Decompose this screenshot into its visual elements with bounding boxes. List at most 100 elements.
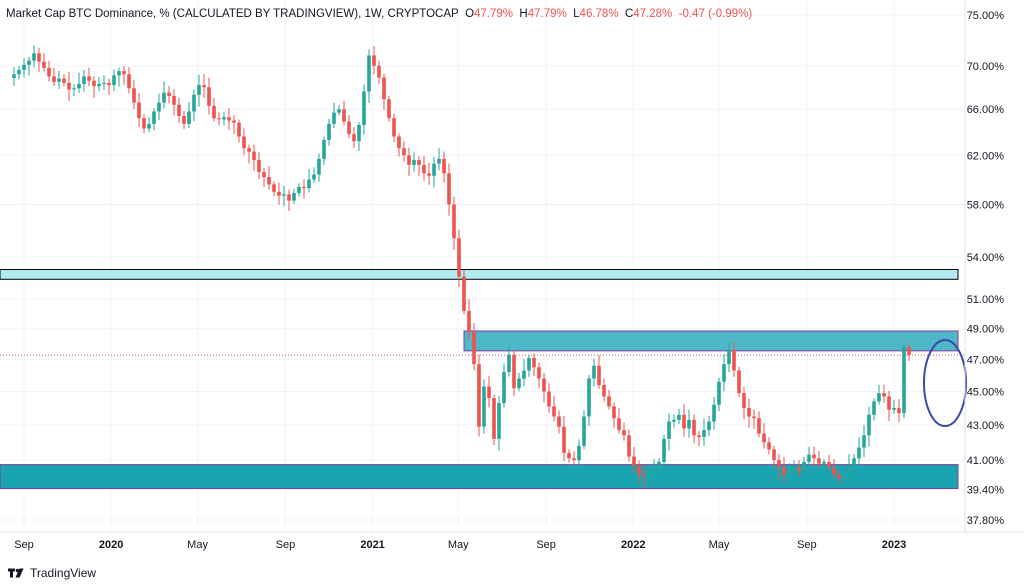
candle-body xyxy=(837,474,841,479)
x-tick-label: Sep xyxy=(14,539,34,551)
candle-body xyxy=(312,174,316,180)
candle-body xyxy=(682,414,686,429)
legend-open-value: 47.79% xyxy=(474,8,514,20)
x-tick-label: Sep xyxy=(536,539,556,551)
candle-body xyxy=(607,396,611,407)
candle-body xyxy=(77,83,81,89)
candle-body xyxy=(372,55,376,66)
brand-label: TradingView xyxy=(30,566,97,580)
legend-low-value: 46.78% xyxy=(579,8,619,20)
candle-body xyxy=(137,102,141,119)
candle-body xyxy=(357,125,361,142)
candle-body xyxy=(882,393,886,397)
tradingview-branding[interactable]: TradingView xyxy=(8,566,96,580)
candle-body xyxy=(217,118,221,120)
candle-body xyxy=(67,82,71,90)
zone-2 xyxy=(0,464,959,490)
candle-body xyxy=(302,186,306,189)
candle-body xyxy=(602,384,606,397)
candle-body xyxy=(42,61,46,68)
y-tick-label: 66.00% xyxy=(967,104,1005,116)
candle-body xyxy=(47,67,51,77)
y-tick-label: 37.80% xyxy=(967,515,1005,527)
x-tick-label: Sep xyxy=(797,539,817,551)
candle-body xyxy=(402,148,406,156)
zone-0 xyxy=(0,269,959,280)
candle-body xyxy=(327,123,331,141)
candle-body xyxy=(427,173,431,176)
y-tick-label: 43.00% xyxy=(967,420,1005,432)
candle-body xyxy=(182,115,186,124)
candle-body xyxy=(117,71,121,76)
candle-body xyxy=(392,118,396,137)
legend-change: -0.47 (-0.99%) xyxy=(678,8,753,20)
candle-body xyxy=(457,238,461,277)
candle-body xyxy=(787,470,791,475)
candle-body xyxy=(892,408,896,410)
candle-body xyxy=(852,458,856,466)
candle-body xyxy=(72,88,76,90)
y-tick-label: 47.00% xyxy=(967,354,1005,366)
x-tick-label: May xyxy=(709,539,730,551)
candle-body xyxy=(332,112,336,124)
y-tick-label: 45.00% xyxy=(967,386,1005,398)
candle-body xyxy=(497,403,501,439)
x-tick-label: Sep xyxy=(276,539,296,551)
candle-body xyxy=(657,461,661,470)
candle-body xyxy=(57,78,61,82)
legend-close-label: C xyxy=(624,8,634,20)
candle-body xyxy=(27,60,31,65)
candle-body xyxy=(622,430,626,436)
candle-body xyxy=(877,393,881,402)
candle-body xyxy=(297,186,301,194)
candle-body xyxy=(717,381,721,405)
candle-body xyxy=(902,347,906,414)
candle-body xyxy=(342,109,346,122)
candle-body xyxy=(552,406,556,417)
legend-close-value: 47.28% xyxy=(633,8,673,20)
candle-body xyxy=(537,367,541,379)
candle-body xyxy=(417,160,421,165)
candle-body xyxy=(642,474,646,477)
candle-body xyxy=(142,118,146,129)
legend-low-label: L xyxy=(573,8,580,20)
candle-body xyxy=(442,158,446,174)
candle-body xyxy=(22,64,26,71)
candle-body xyxy=(822,461,826,464)
candle-body xyxy=(687,419,691,429)
candle-body xyxy=(167,92,171,96)
candle-body xyxy=(172,95,176,105)
candle-body xyxy=(827,461,831,468)
candle-body xyxy=(662,438,666,462)
candle-body xyxy=(867,414,871,436)
y-tick-label: 75.00% xyxy=(967,10,1005,22)
candle-body xyxy=(802,461,806,471)
x-tick-label: 2023 xyxy=(882,539,906,551)
candle-body xyxy=(652,469,656,471)
candle-body xyxy=(592,365,596,379)
candle-body xyxy=(737,370,741,394)
candle-body xyxy=(37,53,41,62)
y-tick-label: 39.40% xyxy=(967,484,1005,496)
candle-body xyxy=(782,467,786,475)
candle-body xyxy=(472,331,476,365)
candle-body xyxy=(287,194,291,201)
candle-body xyxy=(102,82,106,84)
candle-body xyxy=(562,426,566,453)
candle-body xyxy=(527,357,531,371)
candle-body xyxy=(112,75,116,86)
candle-body xyxy=(397,136,401,149)
candle-body xyxy=(247,148,251,152)
candle-body xyxy=(757,418,761,434)
candle-body xyxy=(262,172,266,178)
candle-body xyxy=(812,454,816,459)
candle-body xyxy=(382,77,386,100)
candle-body xyxy=(707,421,711,431)
candle-body xyxy=(792,467,796,471)
candle-body xyxy=(712,404,716,422)
y-tick-label: 51.00% xyxy=(967,294,1005,306)
candle-body xyxy=(87,76,91,81)
x-tick-label: 2022 xyxy=(621,539,645,551)
candle-body xyxy=(307,179,311,189)
